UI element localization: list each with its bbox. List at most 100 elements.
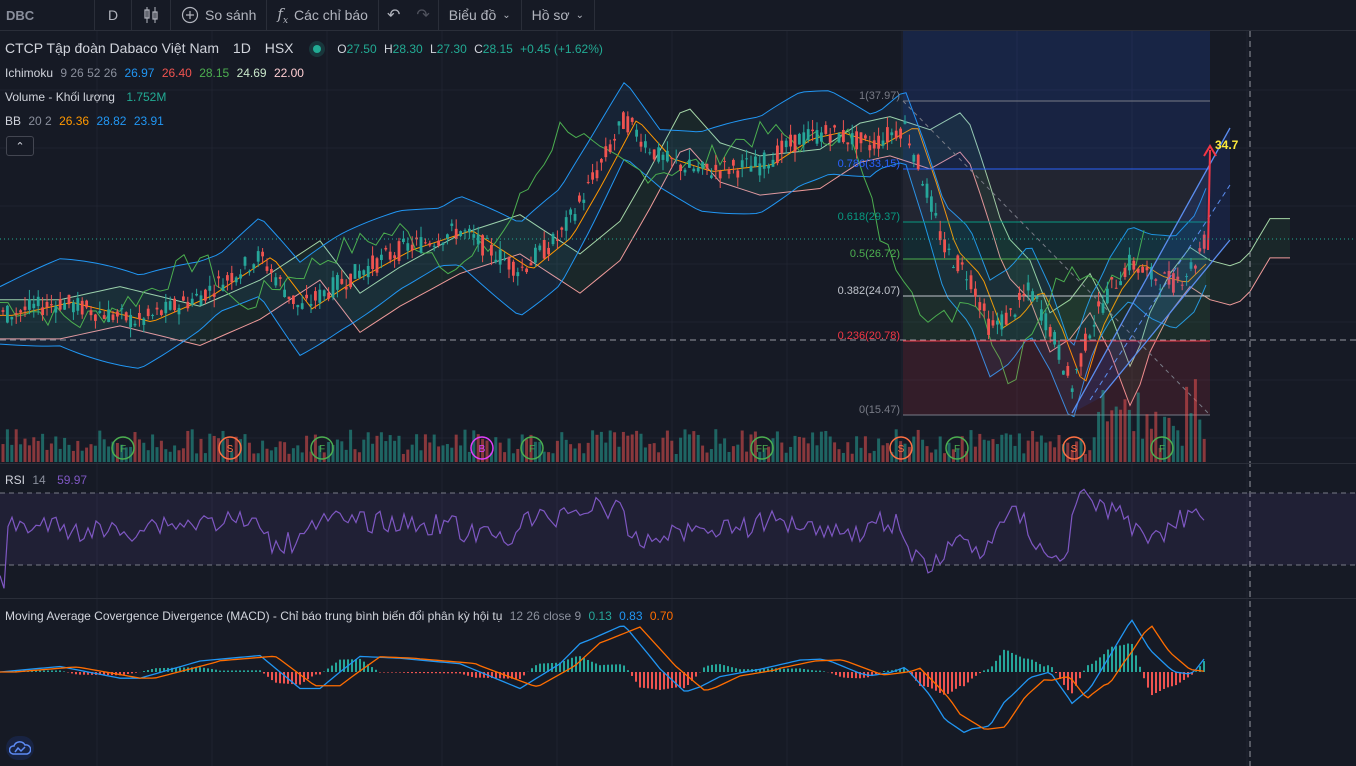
chart-menu-button[interactable]: Biểu đồ ⌄ xyxy=(439,0,521,30)
candle-body xyxy=(459,231,462,237)
volume-bar xyxy=(687,434,691,462)
candle-body xyxy=(410,244,414,251)
signal-marker xyxy=(470,436,494,460)
volume-bar xyxy=(525,439,529,462)
signal-marker xyxy=(310,436,334,460)
ichimoku-lagging-span xyxy=(0,120,1145,385)
macd-histogram-bar xyxy=(163,668,165,672)
macd-histogram-bar xyxy=(583,658,585,672)
volume-bar xyxy=(19,444,23,462)
interval-button[interactable]: D xyxy=(107,7,119,23)
symbol-search-button[interactable]: DBC xyxy=(6,7,35,23)
candle-body xyxy=(1035,296,1039,299)
macd-histogram-bar xyxy=(451,672,453,674)
macd-histogram-bar xyxy=(147,670,149,672)
volume-bar xyxy=(956,448,960,462)
candle-body xyxy=(419,237,423,253)
indicators-button[interactable]: fx Các chỉ báo xyxy=(267,0,378,30)
signal-marker xyxy=(889,436,913,460)
volume-bar xyxy=(498,442,502,462)
macd-histogram-bar xyxy=(823,671,825,672)
macd-histogram-bar xyxy=(307,672,309,680)
fib-trend-line xyxy=(902,100,1211,416)
open-label: O xyxy=(337,42,347,56)
bb-lower-value: 23.91 xyxy=(133,114,164,128)
candle-body xyxy=(36,296,40,307)
bb-legend[interactable]: BB 20 2 26.36 28.82 23.91 xyxy=(5,114,168,128)
symbol-name[interactable]: CTCP Tập đoàn Dabaco Việt Nam xyxy=(5,40,220,56)
volume-bar xyxy=(1097,411,1101,462)
volume-legend[interactable]: Volume - Khối lượng 1.752M xyxy=(5,90,170,104)
pane-separator[interactable] xyxy=(0,463,1356,464)
candle-body xyxy=(32,303,36,309)
collapse-legend-button[interactable]: ⌃ xyxy=(6,136,34,156)
volume-bar xyxy=(1171,425,1175,462)
candle-body xyxy=(1172,273,1175,293)
macd-histogram-bar xyxy=(723,665,725,672)
volume-bar xyxy=(745,451,749,462)
volume-bar xyxy=(714,429,718,462)
pane-separator[interactable] xyxy=(0,598,1356,599)
macd-histogram-bar xyxy=(619,664,621,672)
macd-histogram-bar xyxy=(351,659,353,672)
rsi-legend[interactable]: RSI 14 59.97 xyxy=(5,473,91,487)
volume-bar xyxy=(736,444,740,462)
volume-bar xyxy=(753,431,757,462)
volume-bar xyxy=(195,453,199,462)
macd-histogram-bar xyxy=(631,672,633,676)
channel-lower-line xyxy=(1099,239,1231,399)
volume-bar xyxy=(516,448,520,462)
ichimoku-legend[interactable]: Ichimoku 9 26 52 26 26.97 26.40 28.15 24… xyxy=(5,66,308,80)
candle-body xyxy=(512,261,515,276)
signal-marker xyxy=(750,436,774,460)
macd-legend[interactable]: Moving Average Covergence Divergence (MA… xyxy=(5,609,677,623)
macd-histogram-bar xyxy=(1035,661,1037,672)
macd-histogram-bar xyxy=(731,667,733,672)
macd-histogram-bar xyxy=(175,667,177,672)
candle-body xyxy=(393,255,396,259)
volume-bar xyxy=(173,445,177,462)
redo-button[interactable]: ↷ xyxy=(408,0,437,30)
candle-body xyxy=(1185,276,1188,278)
candle-body xyxy=(336,275,339,290)
volume-bar xyxy=(397,435,401,462)
macd-histogram-bar xyxy=(727,666,729,672)
volume-bar xyxy=(445,444,449,462)
macd-histogram-bar xyxy=(211,668,213,672)
volume-bar xyxy=(815,445,819,462)
candle-body xyxy=(300,303,304,309)
compare-button[interactable]: So sánh xyxy=(171,0,266,30)
volume-bar xyxy=(652,443,656,462)
chart-style-button[interactable] xyxy=(132,0,170,30)
macd-histogram-bar xyxy=(675,672,677,688)
candle-body xyxy=(802,132,806,145)
undo-button[interactable]: ↶ xyxy=(379,0,408,30)
candle-body xyxy=(151,315,154,317)
volume-bar xyxy=(14,429,18,462)
candle-body xyxy=(1114,287,1118,289)
candle-body xyxy=(14,313,18,315)
ichimoku-value: 28.15 xyxy=(199,66,230,80)
macd-histogram-bar xyxy=(1059,672,1061,679)
candle-body xyxy=(195,293,198,296)
ichimoku-value: 26.97 xyxy=(124,66,155,80)
macd-histogram-bar xyxy=(967,672,969,683)
volume-bar xyxy=(305,435,309,462)
signal-marker xyxy=(1062,436,1086,460)
macd-histogram-bar xyxy=(587,659,589,672)
volume-bar xyxy=(357,452,361,462)
candle-body xyxy=(1154,279,1158,281)
volume-bar xyxy=(1154,411,1158,462)
macd-histogram-bar xyxy=(183,667,185,672)
macd-histogram-bar xyxy=(479,672,481,678)
candle-body xyxy=(160,310,163,316)
macd-histogram-bar xyxy=(39,670,41,672)
volume-bar xyxy=(1193,379,1197,462)
profile-menu-button[interactable]: Hồ sơ ⌄ xyxy=(522,0,594,30)
tradingview-cloud-icon[interactable] xyxy=(6,736,34,760)
volume-bar xyxy=(899,441,903,462)
volume-bar xyxy=(1004,433,1008,462)
volume-bar xyxy=(186,430,190,462)
plus-circle-icon xyxy=(181,6,199,24)
